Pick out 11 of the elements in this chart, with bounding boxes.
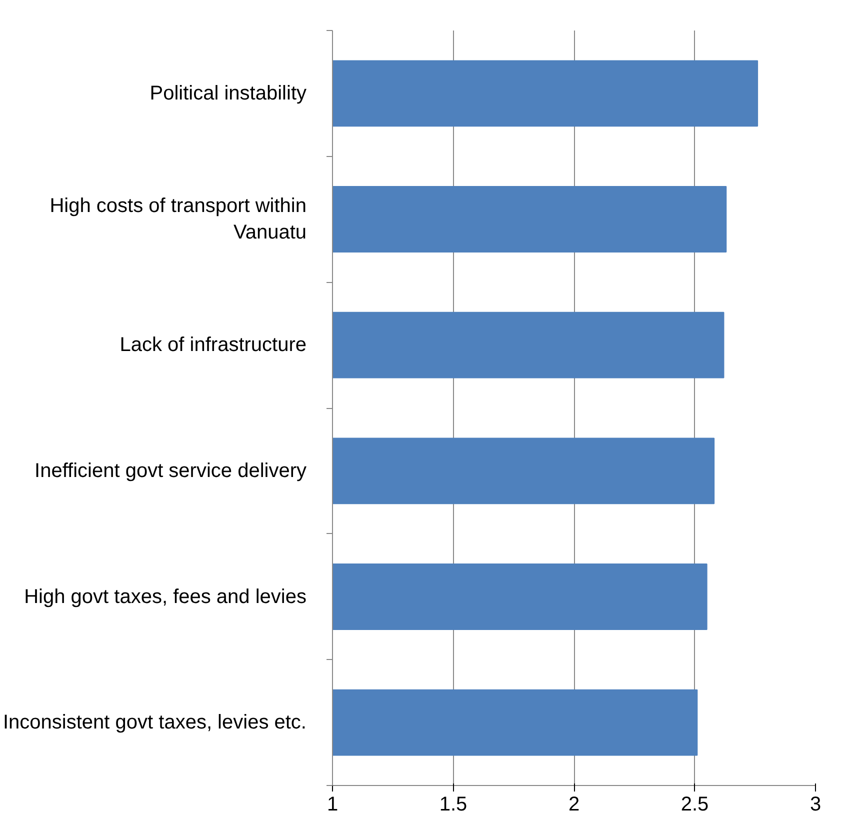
x-tick-label: 2.5	[680, 794, 709, 816]
y-tick-label: Lack of infrastructure	[120, 334, 306, 356]
y-tick-label: Political instability	[150, 82, 307, 104]
y-tick-label: High costs of transport within Vanuatu	[50, 195, 307, 244]
x-tick-label: 1	[326, 794, 338, 816]
x-tick-label: 2	[568, 794, 580, 816]
y-tick-label: Inconsistent govt taxes, levies etc.	[3, 712, 307, 734]
y-tick-label: High govt taxes, fees and levies	[24, 586, 307, 608]
x-tick-label: 3	[810, 794, 822, 816]
y-tick-label: Inefficient govt service delivery	[34, 460, 306, 482]
x-tick-label: 1.5	[439, 794, 468, 816]
